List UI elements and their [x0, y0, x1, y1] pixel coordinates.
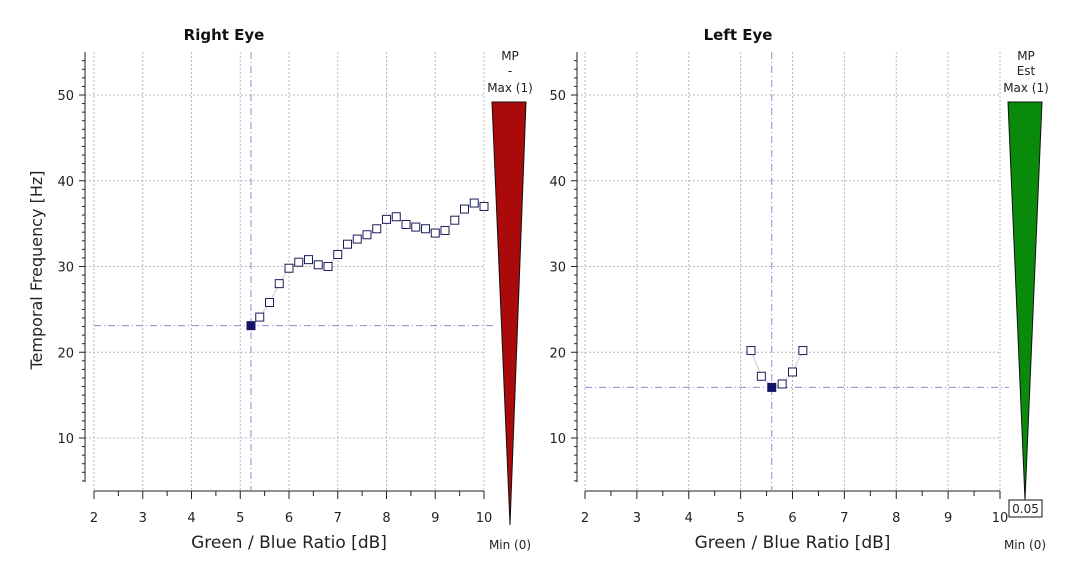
data-point [274, 279, 284, 289]
data-point [255, 312, 265, 322]
x-tick-label: 4 [187, 511, 195, 526]
left-eye-chart: Left Eye 10 20 30 40 50 2 3 4 5 6 7 8 9 10 Green / Blue… [549, 26, 1048, 553]
selected-data-point [767, 382, 777, 392]
data-point [343, 239, 352, 249]
chart-title: Right Eye [184, 26, 265, 44]
x-tick-label: 8 [892, 511, 900, 526]
x-axis-label: Green / Blue Ratio [dB] [695, 533, 891, 553]
indicator-header-line: - [508, 64, 512, 78]
data-point [469, 198, 479, 208]
data-point [304, 255, 313, 265]
data-point [401, 219, 411, 229]
y-tick-label: 10 [549, 432, 566, 447]
data-point [756, 371, 766, 381]
y-tick-label: 40 [57, 175, 74, 190]
indicator-header-line: Max (1) [1003, 81, 1049, 95]
data-point [411, 222, 421, 232]
indicator-min-label: Min (0) [489, 538, 531, 552]
x-tick-label: 5 [236, 511, 244, 526]
y-tick-label: 20 [549, 346, 566, 361]
x-axis-label: Green / Blue Ratio [dB] [191, 533, 387, 553]
x-tick-label: 3 [633, 511, 641, 526]
y-tick-label: 10 [57, 432, 74, 447]
data-point [479, 201, 489, 211]
data-point [798, 346, 808, 356]
x-tick-label: 4 [685, 511, 693, 526]
x-tick-label: 7 [334, 511, 342, 526]
data-point [460, 204, 469, 214]
indicator-header-line: Max (1) [487, 81, 533, 95]
x-tick-label: 10 [992, 511, 1009, 526]
x-tick-label: 7 [840, 511, 848, 526]
data-point [788, 367, 797, 377]
indicator-header-line: MP [501, 49, 519, 63]
data-point [430, 228, 440, 238]
selected-data-point [246, 321, 256, 331]
x-tick-label: 2 [581, 511, 589, 526]
data-point [450, 215, 460, 225]
x-tick-label: 3 [139, 511, 147, 526]
y-tick-label: 40 [549, 175, 566, 190]
data-point [391, 212, 401, 222]
indicator-value-label: 0.05 [1012, 502, 1039, 516]
data-point [362, 230, 372, 240]
data-point [421, 224, 430, 234]
data-point [352, 234, 362, 244]
x-tick-label: 8 [382, 511, 390, 526]
data-point [265, 298, 274, 308]
data-point [333, 249, 343, 259]
y-axis-label: Temporal Frequency [Hz] [27, 171, 46, 371]
x-tick-label: 5 [736, 511, 744, 526]
y-tick-label: 30 [549, 261, 566, 276]
y-tick-label: 30 [57, 261, 74, 276]
data-point [746, 346, 756, 356]
indicator-value-box [1008, 499, 1043, 518]
data-point [313, 260, 323, 270]
x-tick-label: 6 [788, 511, 796, 526]
x-tick-label: 6 [285, 511, 293, 526]
data-point [777, 379, 787, 389]
indicator-wedge [491, 101, 527, 526]
x-tick-label: 2 [90, 511, 98, 526]
data-point [323, 262, 333, 271]
data-point [372, 224, 382, 234]
data-point [294, 257, 304, 267]
chart-title: Left Eye [704, 26, 773, 44]
x-tick-label: 9 [431, 511, 439, 526]
data-point [440, 225, 450, 235]
indicator-header-line: Est [1017, 64, 1036, 78]
y-tick-label: 50 [549, 89, 566, 104]
indicator-min-label: Min (0) [1004, 538, 1046, 552]
indicator-header-line: MP [1017, 49, 1035, 63]
indicator-wedge [1007, 101, 1043, 501]
x-tick-label: 9 [944, 511, 952, 526]
data-point [382, 214, 391, 224]
y-tick-label: 50 [57, 89, 74, 104]
y-tick-label: 20 [57, 346, 74, 361]
right-eye-chart: Right Eye 10 20 30 40 50 2 3 4 5 6 7 8 9 10 Green / Blu… [27, 26, 533, 553]
data-point [284, 263, 294, 273]
x-tick-label: 10 [476, 511, 493, 526]
